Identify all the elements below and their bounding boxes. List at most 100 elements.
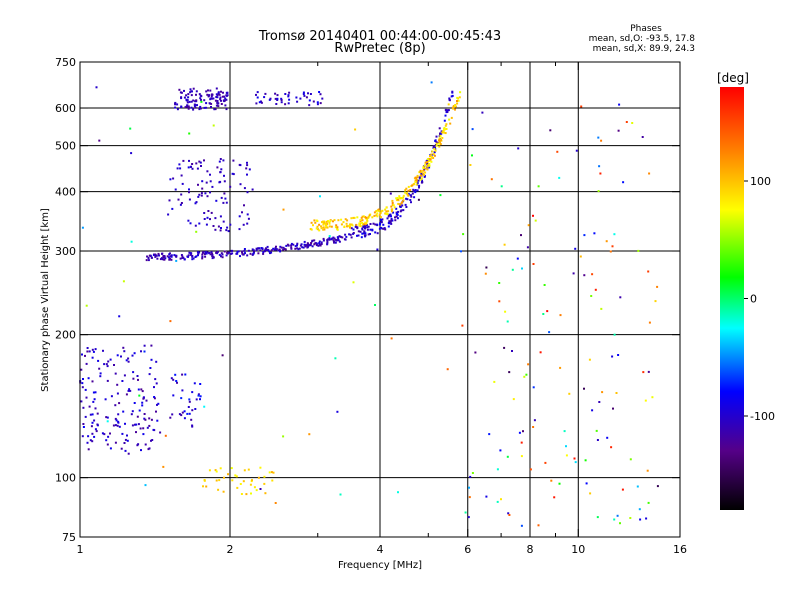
data-point [180,91,183,94]
data-point [639,518,642,521]
data-point [145,399,148,402]
data-point [396,198,399,201]
data-point [221,354,224,357]
data-point [282,435,285,438]
data-point [243,204,245,207]
data-point [533,419,536,422]
data-point [350,217,353,220]
data-point [206,170,209,173]
data-point [325,220,328,223]
data-point [360,216,363,219]
data-point [507,512,510,515]
data-point [517,147,520,150]
data-point [381,218,384,221]
data-point [87,435,90,438]
data-point [181,411,184,414]
data-point [193,382,196,385]
data-point [213,108,216,111]
data-point [382,223,385,226]
data-point [182,159,185,162]
data-point [148,424,151,427]
data-point [384,228,387,231]
data-point [197,393,200,396]
data-point [82,378,84,380]
data-point [415,180,418,183]
data-point [526,246,529,249]
data-point [189,222,192,225]
data-point [399,206,402,208]
data-point [349,226,351,229]
data-point [322,228,325,231]
data-point [172,177,175,180]
data-point [485,495,488,498]
data-point [399,215,402,218]
data-point [144,443,147,446]
data-point [183,258,186,261]
data-point [246,164,249,167]
data-point [422,169,425,172]
data-point [305,244,308,247]
data-point [170,258,173,261]
data-point [198,193,201,196]
data-point [148,447,151,450]
data-point [511,350,513,352]
data-point [220,103,223,105]
data-point [246,213,249,216]
y-tick-label: 400 [55,186,76,199]
data-point [511,268,514,271]
data-point [209,102,211,105]
data-point [276,99,279,101]
data-point [395,215,398,218]
data-point [399,210,402,213]
data-point [598,165,601,168]
data-point [220,255,222,258]
data-point [243,249,246,252]
data-point [421,172,423,175]
data-point [396,217,399,220]
data-point [205,106,208,109]
data-point [321,221,323,224]
data-point [162,465,165,468]
data-point [583,234,586,237]
data-point [150,344,153,347]
data-point [183,89,185,92]
data-point [506,455,509,458]
data-point [222,159,225,162]
data-point [300,243,303,246]
data-point [585,482,588,485]
data-point [219,158,222,160]
data-point [218,93,221,96]
data-point [303,240,306,243]
data-point [296,242,299,245]
data-point [290,246,293,249]
data-point [584,459,587,462]
data-point [174,103,177,106]
data-point [306,246,309,249]
data-point [332,220,334,223]
data-point [188,191,190,194]
data-point [124,422,126,425]
data-point [426,168,429,171]
data-point [205,181,208,184]
data-point [447,109,450,112]
data-point [180,414,183,417]
data-point [127,360,130,363]
data-point [116,392,119,395]
data-point [546,310,549,313]
data-point [209,180,212,183]
data-point [262,251,265,253]
data-point [318,240,321,243]
data-point [118,315,121,318]
data-point [316,103,319,106]
data-point [402,209,405,212]
data-point [187,105,190,108]
data-point [260,101,263,104]
data-point [104,398,107,401]
data-point [426,162,428,165]
data-point [311,240,314,243]
data-point [333,240,335,243]
data-point [420,174,423,177]
data-point [434,146,436,149]
data-point [484,272,487,275]
data-point [563,430,566,433]
